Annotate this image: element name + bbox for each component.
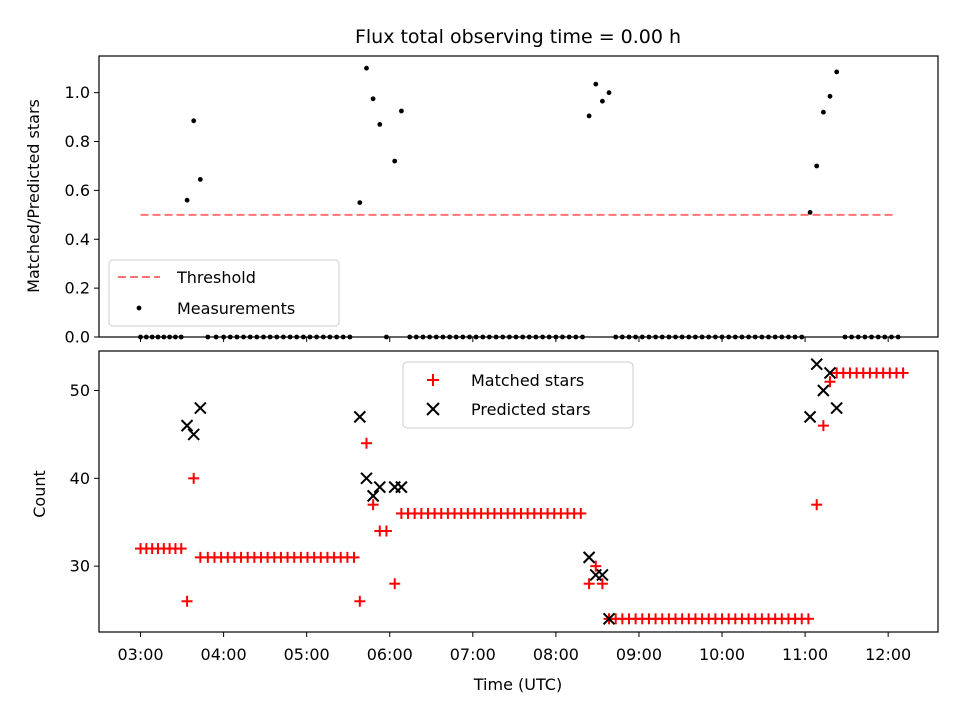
matched-star-point — [802, 613, 814, 625]
predicted-star-point — [187, 428, 200, 441]
measurement-point — [821, 109, 826, 115]
count-axes-frame — [98, 350, 939, 633]
matched-star-point — [897, 367, 909, 379]
measurement-point — [807, 210, 813, 215]
matched-legend-label: Matched stars — [471, 371, 584, 390]
predicted-star-point — [602, 612, 616, 626]
matched-star-point — [575, 507, 587, 519]
ratio-legend-box — [108, 259, 340, 327]
matched-star-point — [360, 437, 372, 449]
measurement-point — [834, 69, 840, 75]
matched-star-point — [367, 499, 379, 511]
predicted-star-point — [582, 551, 596, 564]
predicted-star-point — [366, 489, 380, 503]
matched-star-point — [181, 595, 193, 607]
x-tick-label: 11:00 — [782, 645, 828, 664]
measurement-point — [191, 118, 197, 124]
x-tick-label: 03:00 — [117, 645, 163, 664]
predicted-star-point — [180, 419, 194, 432]
chart-title: Flux total observing time = 0.00 h — [355, 26, 681, 48]
count-y-tick-label: 40 — [70, 469, 90, 488]
measurement-point — [586, 113, 592, 119]
predicted-star-point — [596, 568, 609, 582]
measurement-point — [377, 122, 383, 127]
predicted-star-point — [194, 401, 207, 415]
matched-star-point — [348, 551, 360, 563]
measurement-point — [593, 81, 599, 87]
matched-star-point — [824, 376, 836, 388]
threshold-legend-label: Threshold — [176, 268, 256, 287]
ratio-axes-frame — [98, 55, 939, 338]
ratio-panel: 0.0 0.2 0.4 0.6 0.8 1.0 Matched/Predicted sta… — [24, 55, 939, 347]
ratio-y-tick-label: 0.2 — [65, 279, 90, 298]
measurement-point — [814, 163, 820, 169]
predicted-star-point — [817, 384, 830, 397]
measurement-point — [370, 96, 376, 102]
ratio-y-axis-label: Matched/Predicted stars — [24, 99, 43, 293]
x-tick-label: 07:00 — [450, 645, 496, 664]
matched-star-point — [354, 595, 366, 607]
measurement-point — [600, 98, 605, 104]
matched-star-point — [596, 578, 608, 590]
ratio-y-tick-label: 0.0 — [65, 328, 90, 347]
x-tick-label: 09:00 — [616, 645, 662, 664]
matched-star-point — [389, 578, 401, 590]
matched-star-point — [817, 420, 829, 432]
ratio-y-tick-label: 0.4 — [65, 230, 90, 249]
measurement-point — [399, 108, 404, 114]
count-y-axis-label: Count — [30, 470, 49, 518]
predicted-star-point — [373, 480, 386, 494]
predicted-star-point — [803, 410, 817, 424]
matched-star-point — [188, 472, 200, 484]
predicted-star-point — [395, 480, 408, 494]
count-y-ticks: 30 40 50 — [70, 381, 99, 576]
x-tick-label: 05:00 — [284, 645, 330, 664]
x-tick-label: 08:00 — [533, 645, 579, 664]
count-panel: 30 40 50 03:00 04:00 05:00 06:00 07:00 08:00 09:… — [30, 350, 939, 694]
measurement-point — [827, 93, 833, 99]
measurement-point — [184, 197, 190, 203]
predicted-star-point — [823, 366, 837, 380]
ratio-y-tick-label: 0.6 — [65, 181, 90, 200]
matched-star-point — [590, 560, 602, 572]
matched-star-point — [583, 578, 595, 590]
x-axis-label: Time (UTC) — [473, 675, 562, 694]
ratio-y-tick-label: 1.0 — [65, 83, 90, 102]
measurement-point — [606, 90, 612, 96]
matched-star-point — [380, 525, 392, 537]
matched-stars-layer — [135, 367, 909, 625]
x-tick-label: 12:00 — [865, 645, 911, 664]
measurements-layer — [138, 65, 901, 340]
predicted-star-point — [810, 357, 823, 371]
count-x-ticks: 03:00 04:00 05:00 06:00 07:00 08:00 09:00 10:00… — [117, 632, 911, 664]
measurement-point — [197, 177, 203, 182]
predicted-star-point — [830, 401, 843, 415]
predicted-legend-swatch — [426, 402, 440, 416]
ratio-legend: Threshold Measurements — [108, 259, 340, 327]
count-y-tick-label: 50 — [70, 381, 90, 400]
predicted-legend-label: Predicted stars — [471, 400, 591, 419]
count-legend-box — [402, 361, 634, 429]
count-legend: Matched stars Predicted stars — [402, 361, 634, 429]
ratio-y-tick-label: 0.8 — [65, 132, 90, 151]
measurements-legend-swatch — [136, 305, 142, 311]
predicted-star-point — [353, 410, 367, 424]
predicted-star-point — [360, 472, 373, 485]
predicted-stars-layer — [180, 357, 843, 626]
x-tick-label: 06:00 — [367, 645, 413, 664]
matched-legend-swatch — [427, 374, 439, 386]
measurement-point — [357, 200, 363, 206]
measurement-point — [392, 158, 398, 164]
ratio-y-ticks: 0.0 0.2 0.4 0.6 0.8 1.0 — [65, 83, 99, 347]
ratio-x-ticks — [140, 337, 889, 342]
count-y-tick-label: 30 — [70, 557, 90, 576]
measurement-point — [364, 65, 369, 71]
measurements-legend-label: Measurements — [177, 299, 295, 318]
x-tick-label: 10:00 — [699, 645, 745, 664]
matched-star-point — [175, 543, 187, 555]
matched-star-point — [811, 499, 823, 511]
x-tick-label: 04:00 — [201, 645, 247, 664]
